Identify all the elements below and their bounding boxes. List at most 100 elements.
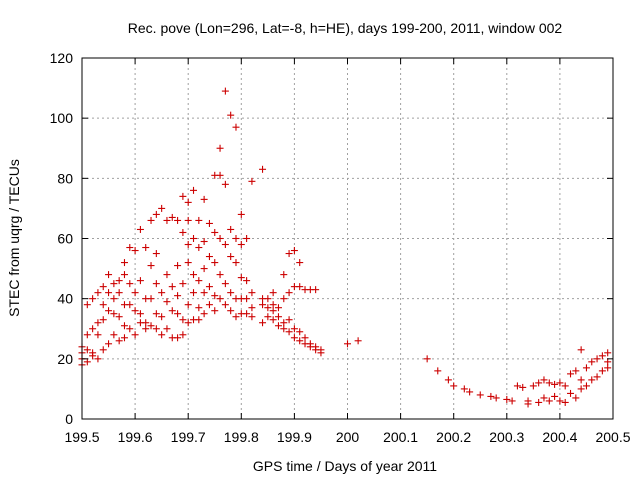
data-point [492, 394, 500, 402]
data-point [248, 313, 256, 321]
data-point [556, 379, 564, 387]
data-point [593, 355, 601, 363]
x-tick-label: 199.7 [171, 429, 206, 445]
data-point [99, 346, 107, 354]
data-point [567, 370, 575, 378]
data-point [561, 382, 569, 390]
data-point [83, 301, 91, 309]
data-point [163, 325, 171, 333]
data-point [195, 216, 203, 224]
data-point [280, 271, 288, 279]
data-point [344, 340, 351, 348]
data-point [168, 213, 176, 221]
data-point [285, 328, 293, 336]
data-point [131, 331, 139, 339]
data-point [110, 280, 118, 288]
data-point [524, 400, 532, 408]
data-point [200, 238, 208, 246]
data-point [227, 111, 235, 119]
data-point [115, 313, 123, 321]
data-point [243, 277, 251, 285]
data-point [94, 319, 102, 327]
data-point [301, 334, 309, 342]
data-point [120, 259, 128, 267]
data-point [232, 235, 240, 242]
data-point [163, 216, 171, 224]
data-point [540, 394, 548, 402]
data-point [248, 304, 256, 312]
data-point [163, 271, 171, 279]
data-point [158, 331, 166, 339]
x-tick-label: 199.8 [224, 429, 259, 445]
data-point [248, 289, 256, 297]
data-point [243, 310, 251, 318]
data-point [434, 367, 442, 375]
data-point [588, 358, 596, 366]
data-point [290, 247, 298, 255]
data-point [264, 313, 272, 321]
y-axis-label: STEC from uqrg / TECUs [6, 159, 22, 317]
data-point [296, 328, 304, 336]
data-point [280, 295, 288, 303]
data-point [572, 394, 580, 402]
data-point [556, 397, 564, 405]
data-point [200, 195, 208, 203]
data-point [147, 322, 155, 330]
data-point [221, 87, 229, 95]
data-point [184, 216, 192, 224]
axis-ticks: 199.5 199.6 199.7 199.8 199.9 200 200.1 200.2 20… [50, 50, 631, 445]
data-point [168, 283, 176, 291]
data-point [131, 307, 139, 315]
data-point [120, 322, 128, 330]
data-point [588, 376, 596, 384]
data-point [211, 307, 219, 315]
x-tick-label: 200.1 [383, 429, 418, 445]
data-point [545, 397, 553, 405]
data-point [184, 319, 192, 327]
data-point [142, 319, 150, 327]
data-point [126, 301, 134, 309]
data-point [232, 259, 240, 267]
data-point [221, 241, 229, 249]
data-point [227, 307, 235, 315]
data-point [243, 295, 251, 303]
data-point [317, 349, 325, 357]
data-point [147, 295, 155, 303]
data-point [115, 289, 123, 297]
data-point [227, 289, 235, 297]
data-point [216, 271, 224, 279]
data-point [567, 389, 575, 397]
data-point [179, 192, 187, 200]
data-point [269, 307, 277, 315]
data-point [115, 337, 123, 345]
data-point [190, 235, 198, 242]
data-point [545, 379, 553, 387]
data-point [89, 325, 97, 333]
data-point [274, 313, 282, 321]
data-point [190, 271, 198, 279]
data-point [577, 346, 585, 354]
data-point [285, 289, 293, 297]
data-point [535, 398, 543, 406]
data-point [115, 277, 123, 285]
data-point [604, 358, 612, 366]
data-point [158, 204, 166, 212]
data-point [195, 244, 203, 252]
data-point [551, 380, 559, 388]
x-tick-label: 199.6 [118, 429, 153, 445]
data-point [248, 177, 256, 185]
data-point [232, 313, 240, 321]
data-point [280, 319, 288, 327]
data-point [561, 398, 569, 406]
data-point [540, 376, 548, 384]
data-point [105, 271, 113, 279]
data-point [243, 235, 251, 242]
data-point [99, 301, 107, 309]
data-point [158, 313, 166, 321]
data-point [577, 385, 585, 393]
data-point [200, 265, 208, 273]
data-point [184, 301, 192, 309]
data-point [136, 310, 144, 318]
data-point [460, 385, 468, 393]
